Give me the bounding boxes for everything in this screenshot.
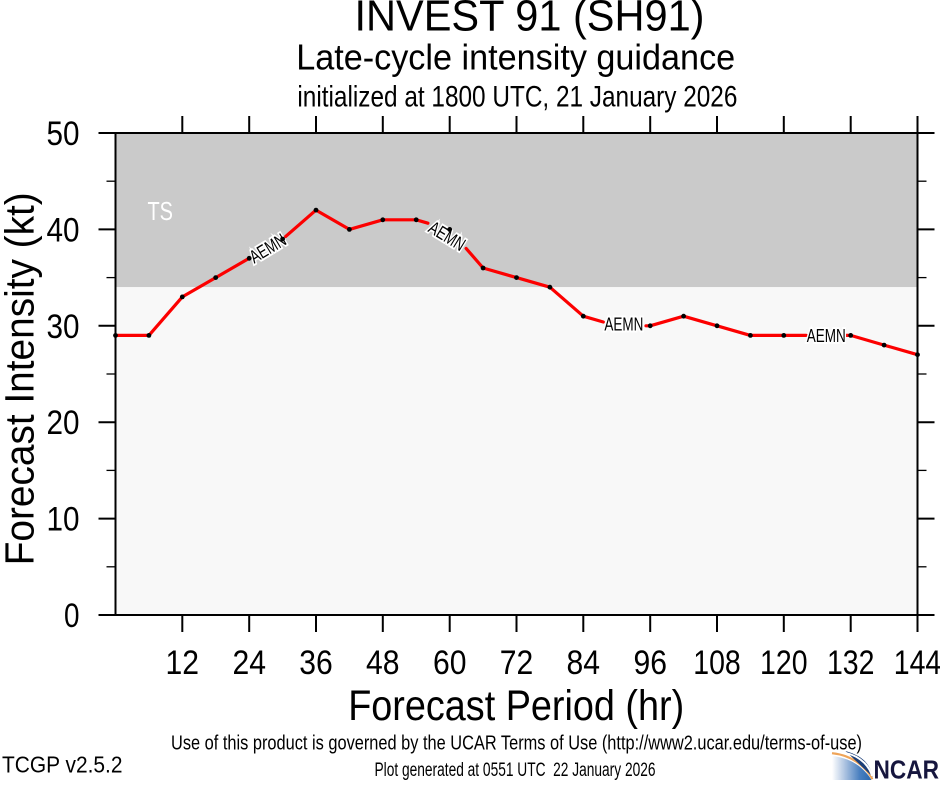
svg-text:initialized at 1800 UTC, 21 Ja: initialized at 1800 UTC, 21 January 2026 (297, 80, 737, 113)
svg-text:40: 40 (47, 211, 80, 249)
svg-text:TCGP v2.5.2: TCGP v2.5.2 (2, 751, 123, 777)
svg-text:TS: TS (148, 196, 174, 226)
svg-text:Late-cycle intensity guidance: Late-cycle intensity guidance (296, 37, 735, 78)
svg-text:60: 60 (433, 644, 467, 682)
svg-text:10: 10 (47, 501, 80, 539)
svg-text:144: 144 (894, 644, 940, 682)
svg-text:Use of this product is governe: Use of this product is governed by the U… (171, 732, 862, 754)
svg-text:48: 48 (366, 644, 400, 682)
svg-text:0: 0 (64, 597, 80, 635)
svg-text:72: 72 (500, 644, 534, 682)
svg-text:Forecast Period (hr): Forecast Period (hr) (348, 682, 684, 730)
svg-text:AEMN: AEMN (604, 314, 643, 335)
svg-text:30: 30 (47, 308, 80, 346)
svg-text:INVEST 91 (SH91): INVEST 91 (SH91) (355, 0, 705, 41)
svg-text:84: 84 (567, 644, 601, 682)
svg-text:20: 20 (47, 404, 80, 442)
svg-text:108: 108 (693, 644, 741, 682)
svg-text:AEMN: AEMN (807, 325, 846, 346)
svg-text:36: 36 (299, 644, 333, 682)
svg-text:Plot generated at 0551 UTC 22: Plot generated at 0551 UTC 22 January 20… (375, 760, 656, 780)
svg-text:132: 132 (827, 644, 875, 682)
svg-text:NCAR: NCAR (874, 754, 940, 780)
svg-text:12: 12 (166, 644, 200, 682)
svg-text:96: 96 (633, 644, 667, 682)
svg-text:50: 50 (47, 115, 80, 153)
svg-text:120: 120 (760, 644, 808, 682)
svg-text:24: 24 (232, 644, 266, 682)
svg-text:Forecast Intensity (kt): Forecast Intensity (kt) (0, 192, 43, 565)
